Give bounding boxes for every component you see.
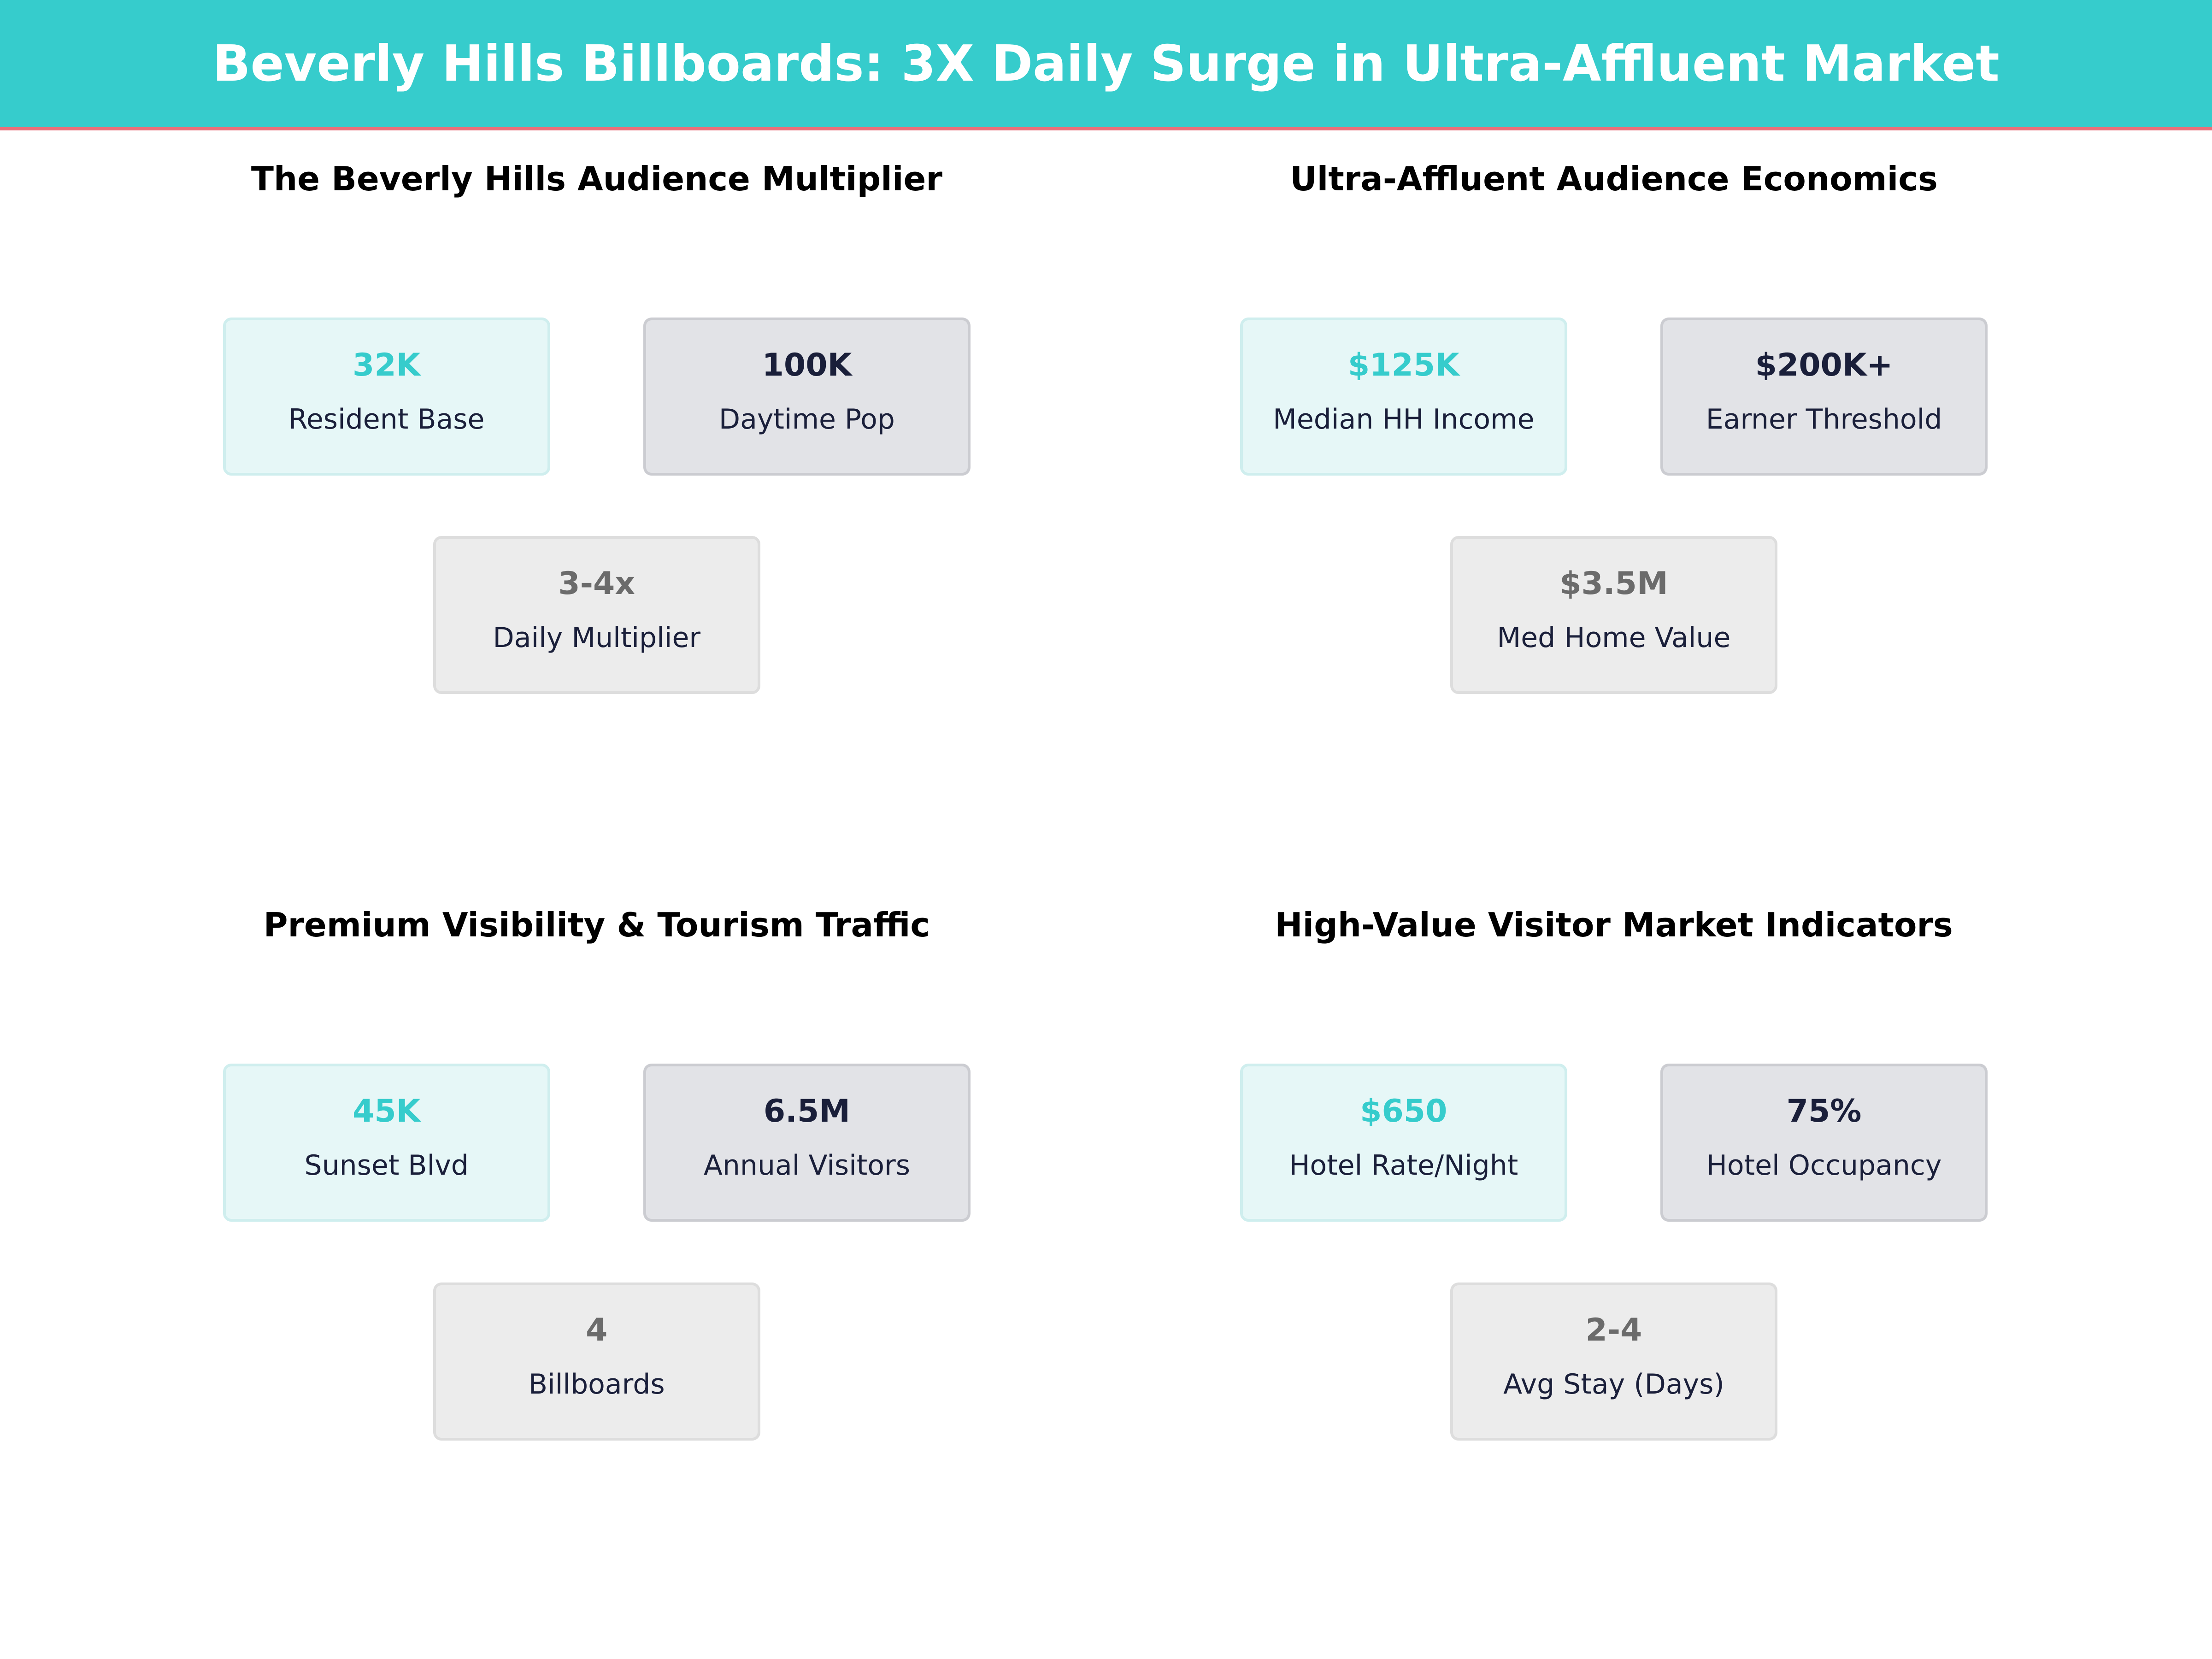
panel-title: Ultra-Affluent Audience Economics — [1290, 159, 1938, 198]
kpi-label: Annual Visitors — [703, 1149, 910, 1182]
kpi-value: $125K — [1347, 347, 1459, 383]
kpi-label: Resident Base — [288, 403, 485, 435]
panel-title: Premium Visibility & Tourism Traffic — [263, 906, 930, 945]
kpi-value: 45K — [353, 1093, 421, 1130]
kpi-value: 75% — [1786, 1093, 1862, 1130]
kpi-value: $3.5M — [1559, 565, 1668, 602]
kpi-card: 2-4 Avg Stay (Days) — [1450, 1282, 1777, 1441]
kpi-label: Med Home Value — [1497, 622, 1731, 654]
kpi-card: $125K Median HH Income — [1240, 317, 1567, 476]
kpi-value: 3-4x — [558, 565, 635, 602]
kpi-label: Earner Threshold — [1706, 403, 1942, 435]
kpi-value: $650 — [1360, 1093, 1447, 1130]
kpi-card: 75% Hotel Occupancy — [1660, 1064, 1988, 1222]
kpi-card: 45K Sunset Blvd — [223, 1064, 550, 1222]
kpi-card: 6.5M Annual Visitors — [643, 1064, 971, 1222]
header: Beverly Hills Billboards: 3X Daily Surge… — [0, 0, 2212, 130]
panel-title: The Beverly Hills Audience Multiplier — [251, 159, 942, 198]
kpi-value: 6.5M — [763, 1093, 850, 1130]
kpi-value: 32K — [353, 347, 421, 383]
kpi-label: Median HH Income — [1273, 403, 1535, 435]
kpi-value: 100K — [762, 347, 852, 383]
kpi-card: $650 Hotel Rate/Night — [1240, 1064, 1567, 1222]
kpi-value: 2-4 — [1585, 1312, 1642, 1348]
kpi-value: 4 — [586, 1312, 608, 1348]
kpi-card: $3.5M Med Home Value — [1450, 536, 1777, 694]
kpi-value: $200K+ — [1755, 347, 1893, 383]
kpi-label: Avg Stay (Days) — [1503, 1368, 1724, 1400]
kpi-card: 32K Resident Base — [223, 317, 550, 476]
kpi-card: 3-4x Daily Multiplier — [433, 536, 760, 694]
kpi-label: Hotel Occupancy — [1706, 1149, 1942, 1182]
kpi-label: Daily Multiplier — [493, 622, 701, 654]
kpi-label: Hotel Rate/Night — [1289, 1149, 1518, 1182]
kpi-card: 100K Daytime Pop — [643, 317, 971, 476]
kpi-label: Sunset Blvd — [304, 1149, 469, 1182]
header-title: Beverly Hills Billboards: 3X Daily Surge… — [212, 35, 2000, 93]
panel-title: High-Value Visitor Market Indicators — [1275, 906, 1953, 945]
kpi-card: $200K+ Earner Threshold — [1660, 317, 1988, 476]
kpi-label: Billboards — [528, 1368, 665, 1400]
kpi-label: Daytime Pop — [718, 403, 895, 435]
kpi-card: 4 Billboards — [433, 1282, 760, 1441]
